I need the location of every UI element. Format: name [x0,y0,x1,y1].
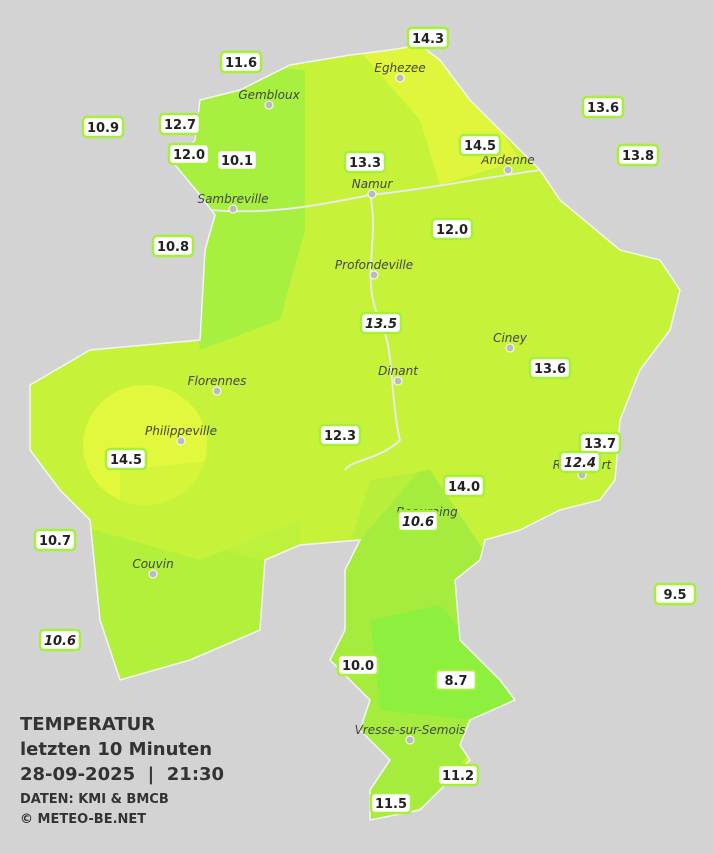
city-name: Couvin [132,557,173,571]
city-dot [395,73,405,83]
station-value: 14.0 [448,480,480,495]
station-box [343,150,387,174]
station-value: 10.6 [402,515,434,530]
city-dot [405,735,415,745]
city-dot [505,343,515,353]
station-box [436,763,480,787]
station-value: 10.1 [221,154,253,169]
station-value: 10.9 [87,121,119,136]
city-name: Philippeville [145,424,217,438]
city-dot [369,270,379,280]
city-name: Florennes [188,374,247,388]
station-value: 13.3 [349,156,381,171]
station-value: 14.5 [110,453,142,468]
city-name: Andenne [480,153,534,167]
station-box [369,791,413,815]
station-value: 12.0 [173,148,205,163]
station-box [528,356,572,380]
city-name: Eghezee [374,61,425,75]
station-box [38,628,82,652]
city-dot [264,100,274,110]
station-box [430,217,474,241]
city-name: Gembloux [238,88,300,102]
station-box [336,653,380,677]
station-value: 8.7 [444,674,467,689]
city-name: Vresse-sur-Semois [355,723,466,737]
copyright: © METEO-BE.NET [20,812,146,827]
station-box [158,112,202,136]
station-box [558,450,602,474]
city-dot [176,436,186,446]
station-box [396,509,440,533]
station-value: 13.8 [622,149,654,164]
source: DATEN: KMI & BMCB [20,792,169,807]
station-value: 14.5 [464,139,496,154]
station-value: 14.3 [412,32,444,47]
city-name: Profondeville [335,258,413,272]
station-box [458,133,502,157]
station-box [653,582,697,606]
station-value: 13.6 [587,101,619,116]
station-box [359,311,403,335]
station-value: 12.4 [564,456,596,471]
city-dot [212,386,222,396]
station-box [434,668,478,692]
station-box [215,148,259,172]
city-name: Namur [352,177,394,191]
station-value: 10.8 [157,240,189,255]
title: TEMPERATUR [20,714,155,735]
station-box [167,142,211,166]
city-dot [228,204,238,214]
station-value: 11.6 [225,56,257,71]
city-dot [148,569,158,579]
station-value: 13.7 [584,437,616,452]
station-value: 12.3 [324,429,356,444]
station-box [616,143,660,167]
station-value: 12.7 [164,118,196,133]
city-dot [393,376,403,386]
station-box [406,26,450,50]
station-value: 11.2 [442,769,474,784]
city-name: Ciney [493,331,528,345]
station-box [33,528,77,552]
city-dot [503,165,513,175]
station-value: 10.0 [342,659,374,674]
station-box [442,474,486,498]
station-value: 12.0 [436,223,468,238]
station-box [81,115,125,139]
station-value: 10.7 [39,534,71,549]
station-value: 10.6 [44,634,76,649]
station-value: 13.6 [534,362,566,377]
station-box [151,234,195,258]
subtitle: letzten 10 Minuten [20,739,212,760]
station-box [581,95,625,119]
station-box [104,447,148,471]
legend: TEMPERATUR letzten 10 Minuten 28-09-2025… [20,714,224,827]
station-value: 13.5 [365,317,397,332]
station-box [318,423,362,447]
city-dot [367,189,377,199]
city-name: Sambreville [197,192,268,206]
station-box [219,50,263,74]
river [344,194,402,471]
datetime: 28-09-2025 | 21:30 [20,764,224,785]
city-name: Dinant [378,364,419,378]
station-value: 11.5 [375,797,407,812]
station-value: 9.5 [663,588,686,603]
